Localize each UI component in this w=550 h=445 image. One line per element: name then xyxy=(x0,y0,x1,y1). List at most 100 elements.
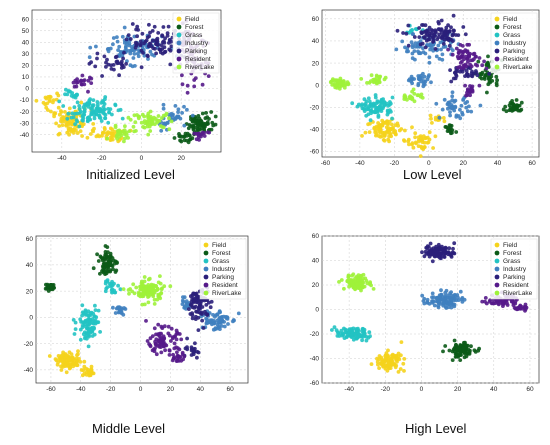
point-resident xyxy=(518,304,522,309)
point-riverlake xyxy=(160,125,165,129)
x-tick-label: -60 xyxy=(321,160,331,167)
caption-initialized: Initialized Level xyxy=(86,167,175,182)
point-riverlake xyxy=(169,119,174,124)
point-grass xyxy=(116,283,120,288)
point-grass xyxy=(390,116,394,121)
point-parking xyxy=(201,326,206,330)
scatter-chart-low: -60 -40 -20 0 20 40 60 -60 -40 -20 0 20 40 60 FieldFor… xyxy=(310,9,540,167)
point-industry xyxy=(169,111,174,116)
chart-panel-initialized: -40 -20 0 20 -40 -30 -20 -10 0 10 20 30 40 50 60 Field F… xyxy=(10,6,225,166)
point-riverlake xyxy=(139,281,144,286)
point-parking xyxy=(196,350,201,355)
point-parking xyxy=(161,25,166,29)
point-riverlake xyxy=(347,284,351,289)
point-industry xyxy=(427,43,432,48)
point-field xyxy=(399,340,404,344)
point-industry xyxy=(176,114,181,119)
point-grass xyxy=(80,303,85,308)
legend-label-resident: Resident xyxy=(185,56,211,63)
point-forest xyxy=(182,138,187,143)
point-resident xyxy=(82,78,87,82)
point-resident xyxy=(469,58,473,63)
point-forest xyxy=(494,74,499,79)
point-industry xyxy=(409,79,413,84)
point-riverlake xyxy=(342,85,347,90)
point-riverlake xyxy=(146,283,151,287)
point-riverlake xyxy=(156,114,161,118)
point-grass xyxy=(376,113,381,118)
point-grass xyxy=(335,334,340,338)
point-parking xyxy=(207,300,211,305)
point-parking xyxy=(432,32,437,37)
point-industry xyxy=(125,41,129,46)
point-field xyxy=(89,368,94,372)
x-tick-label: -60 xyxy=(46,386,56,393)
point-industry xyxy=(182,104,186,109)
point-resident xyxy=(200,82,205,87)
point-riverlake xyxy=(141,289,146,293)
point-industry xyxy=(439,288,443,293)
point-industry xyxy=(445,293,450,298)
point-parking xyxy=(191,347,196,351)
point-resident xyxy=(160,338,165,342)
point-forest xyxy=(495,78,499,83)
y-tick-label: -40 xyxy=(310,356,320,363)
point-parking xyxy=(190,316,195,321)
point-forest xyxy=(454,130,459,134)
series-parking xyxy=(420,241,457,264)
point-industry xyxy=(460,112,465,117)
point-parking xyxy=(192,292,197,297)
point-resident xyxy=(167,348,172,352)
point-forest xyxy=(100,264,105,269)
point-parking xyxy=(155,42,160,47)
point-forest xyxy=(466,351,470,356)
point-grass xyxy=(98,115,103,120)
point-industry xyxy=(161,102,166,107)
point-grass xyxy=(87,98,92,103)
point-grass xyxy=(83,312,88,317)
point-grass xyxy=(72,105,77,110)
point-parking xyxy=(189,294,193,299)
point-forest xyxy=(186,126,191,131)
y-tick-label: 10 xyxy=(22,74,30,81)
legend-label-field: Field xyxy=(185,16,199,23)
point-parking xyxy=(160,34,165,38)
point-resident xyxy=(487,299,492,304)
point-industry xyxy=(176,107,181,112)
point-grass xyxy=(112,290,117,295)
point-parking xyxy=(109,67,114,71)
point-grass xyxy=(102,111,107,116)
point-industry xyxy=(211,318,216,323)
point-grass xyxy=(349,328,354,333)
point-grass xyxy=(87,329,92,334)
point-riverlake xyxy=(160,116,164,120)
point-parking xyxy=(148,30,152,35)
point-industry xyxy=(427,60,432,65)
point-grass xyxy=(382,100,387,104)
point-field xyxy=(391,353,396,358)
point-riverlake xyxy=(168,284,173,289)
point-field xyxy=(425,135,430,140)
legend-label-forest: Forest xyxy=(503,250,522,257)
point-grass xyxy=(96,308,101,313)
point-field xyxy=(89,364,94,369)
point-field xyxy=(103,127,107,132)
point-parking xyxy=(196,294,201,299)
y-tick-label: 0 xyxy=(315,307,319,314)
point-industry xyxy=(142,53,147,58)
point-industry xyxy=(133,64,137,68)
point-resident xyxy=(166,324,171,329)
point-grass xyxy=(73,327,78,331)
point-grass xyxy=(84,336,89,341)
y-tick-label: -30 xyxy=(20,120,30,127)
point-industry xyxy=(450,48,455,53)
point-parking xyxy=(448,251,453,256)
point-riverlake xyxy=(146,300,151,305)
point-industry xyxy=(406,49,410,54)
point-riverlake xyxy=(402,94,407,99)
point-field xyxy=(75,363,79,368)
point-parking xyxy=(167,38,172,42)
point-grass xyxy=(373,93,378,97)
point-parking xyxy=(113,55,118,60)
point-industry xyxy=(219,315,224,319)
